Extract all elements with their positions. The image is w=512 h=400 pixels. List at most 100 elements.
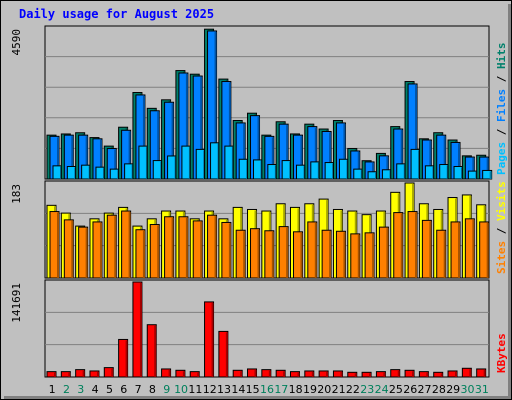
y-tick-label: 141691 bbox=[10, 283, 23, 323]
bar-shade bbox=[257, 229, 260, 278]
bar-shade bbox=[85, 136, 88, 179]
bar-shade bbox=[314, 127, 317, 179]
bar-shade bbox=[472, 219, 475, 278]
x-tick-label: 24 bbox=[375, 383, 389, 396]
bar-shade bbox=[483, 369, 486, 377]
bar-shade bbox=[354, 373, 357, 377]
bar-shade bbox=[357, 234, 360, 278]
legend-entry: Sites bbox=[495, 241, 508, 274]
bar-shade bbox=[125, 340, 128, 377]
bar-shade bbox=[171, 103, 174, 179]
x-tick-label: 30 bbox=[461, 383, 475, 396]
bar-shade bbox=[225, 332, 228, 377]
bar-shade bbox=[343, 123, 346, 179]
bar-shade bbox=[458, 222, 461, 278]
legend-entry: / bbox=[495, 221, 508, 241]
bar-shade bbox=[357, 151, 360, 179]
bar-shade bbox=[268, 370, 271, 377]
bar-shade bbox=[54, 372, 56, 377]
bar-shade bbox=[486, 222, 489, 278]
bar-shade bbox=[68, 372, 71, 377]
x-tick-label: 2 bbox=[63, 383, 70, 396]
y-tick-label: 4590 bbox=[10, 29, 23, 56]
bar-shade bbox=[99, 222, 102, 278]
bar-shade bbox=[286, 227, 289, 278]
panel-visits-sites: 183 Sites / Visits bbox=[10, 180, 508, 279]
bar-shade bbox=[372, 233, 375, 278]
bar-shade bbox=[200, 77, 203, 179]
x-tick-label: 20 bbox=[317, 383, 331, 396]
bar-shade bbox=[243, 123, 246, 179]
x-tick-label: 3 bbox=[77, 383, 84, 396]
bar-shade bbox=[182, 371, 185, 377]
bar-shade bbox=[329, 231, 332, 278]
x-tick-label: 25 bbox=[389, 383, 403, 396]
x-tick-label: 1 bbox=[49, 383, 56, 396]
bar-shade bbox=[400, 130, 403, 179]
bar-shade bbox=[99, 139, 102, 179]
bar-shade bbox=[200, 221, 203, 278]
bar-shade bbox=[343, 232, 346, 278]
bar-shade bbox=[311, 371, 314, 377]
bar-shade bbox=[469, 369, 472, 377]
legend-entry: Files bbox=[495, 89, 508, 122]
bar-shade bbox=[372, 162, 375, 179]
x-tick-label: 14 bbox=[231, 383, 245, 396]
legend: Pages / Files / Hits bbox=[495, 43, 508, 176]
x-tick-label: 5 bbox=[106, 383, 113, 396]
bar-shade bbox=[326, 371, 329, 377]
bar-shade bbox=[240, 371, 243, 377]
x-tick-label: 31 bbox=[475, 383, 489, 396]
bar-shade bbox=[458, 143, 461, 179]
panel-kbytes: 141691 KBytes bbox=[10, 279, 508, 378]
legend-entry: / bbox=[495, 69, 508, 89]
bar-shade bbox=[211, 302, 214, 377]
bar-shade bbox=[228, 82, 231, 179]
bar-shade bbox=[254, 369, 257, 377]
x-tick-label: 13 bbox=[217, 383, 231, 396]
bar-shade bbox=[114, 149, 117, 179]
bar-shade bbox=[426, 372, 429, 377]
bar-shade bbox=[429, 141, 432, 179]
x-tick-label: 18 bbox=[289, 383, 303, 396]
chart-title: Daily usage for August 2025 bbox=[19, 7, 215, 21]
x-tick-label: 4 bbox=[92, 383, 99, 396]
bar-shade bbox=[214, 31, 217, 179]
legend-entry: KBytes bbox=[495, 333, 508, 373]
bar-shade bbox=[243, 231, 246, 278]
bar-shade bbox=[157, 111, 160, 179]
bar-shade bbox=[443, 136, 446, 179]
bar-shade bbox=[82, 370, 85, 377]
bar-shade bbox=[114, 216, 117, 278]
bar-shade bbox=[340, 371, 343, 377]
bar-shade bbox=[314, 222, 317, 278]
bar-shade bbox=[139, 283, 142, 377]
bar-shade bbox=[85, 228, 88, 278]
bar-shade bbox=[440, 373, 443, 377]
bar-shade bbox=[443, 231, 446, 278]
bar-shade bbox=[415, 212, 418, 278]
bar-shade bbox=[397, 370, 400, 377]
bar-shade bbox=[271, 137, 274, 179]
bar-shade bbox=[142, 95, 145, 179]
x-tick-label: 15 bbox=[246, 383, 260, 396]
bar-shade bbox=[228, 223, 231, 278]
bar-shade bbox=[369, 373, 372, 377]
y-tick-label: 183 bbox=[10, 184, 23, 204]
bar-shade bbox=[415, 84, 418, 179]
x-tick-label: 16 bbox=[260, 383, 274, 396]
bar-shade bbox=[57, 212, 59, 278]
bar-shade bbox=[71, 220, 74, 278]
bar-shade bbox=[57, 137, 59, 179]
bar-shade bbox=[455, 371, 458, 377]
bar-shade bbox=[400, 213, 403, 278]
legend-entry: Visits bbox=[495, 181, 508, 221]
bar-shade bbox=[71, 136, 74, 179]
bar-shade bbox=[300, 136, 303, 179]
panel-background bbox=[44, 279, 490, 378]
x-tick-label: 7 bbox=[135, 383, 142, 396]
x-tick-label: 22 bbox=[346, 383, 360, 396]
bar-shade bbox=[283, 371, 286, 377]
